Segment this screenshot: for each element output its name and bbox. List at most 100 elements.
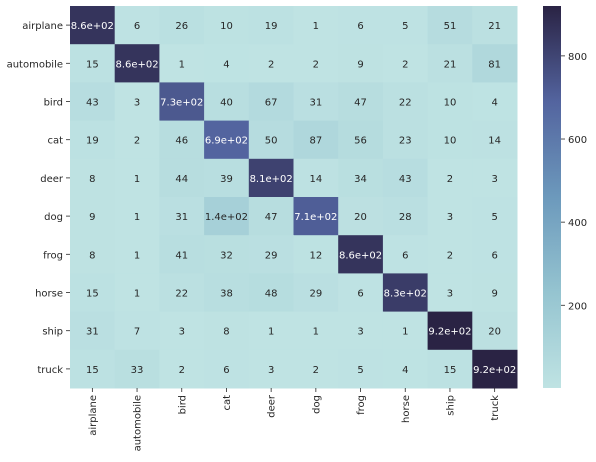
cell-value-label: 46 — [175, 136, 188, 147]
x-tick-label: bird — [177, 395, 188, 414]
cell-value-label: 51 — [444, 21, 457, 32]
cell-value-label: 7.3e+02 — [160, 98, 203, 109]
cell-value-label: 22 — [399, 98, 412, 109]
heatmap-cell — [472, 6, 518, 45]
heatmap-cell — [248, 349, 294, 389]
x-tick-label: deer — [267, 394, 278, 418]
heatmap-cell — [427, 44, 473, 83]
heatmap-cell — [338, 273, 384, 313]
heatmap-cell — [70, 235, 116, 274]
cell-value-label: 1 — [134, 174, 140, 185]
cell-value-label: 10 — [220, 21, 233, 32]
cell-value-label: 14 — [488, 136, 501, 147]
heatmap-cell — [114, 158, 160, 198]
cell-value-label: 15 — [86, 59, 99, 70]
cell-value-label: 28 — [399, 212, 412, 223]
heatmap-cell — [293, 349, 339, 389]
cell-value-label: 50 — [265, 136, 278, 147]
heatmap-cell — [472, 273, 518, 313]
cell-value-label: 87 — [309, 136, 322, 147]
cell-value-label: 8.6e+02 — [71, 21, 114, 32]
heatmap-cell — [338, 82, 384, 122]
heatmap-cell — [248, 273, 294, 313]
heatmap-cell — [472, 197, 518, 236]
heatmap-cell — [472, 120, 518, 160]
cell-value-label: 9 — [491, 289, 497, 300]
cell-value-label: 20 — [354, 212, 367, 223]
heatmap-cell — [293, 82, 339, 122]
cell-value-label: 12 — [309, 250, 322, 261]
heatmap-cell — [382, 235, 429, 274]
heatmap-cell — [472, 158, 518, 198]
heatmap-cell — [427, 158, 473, 198]
cell-value-label: 47 — [354, 98, 367, 109]
heatmap-cell — [204, 273, 250, 313]
y-tick-label: deer — [40, 174, 64, 185]
cell-value-label: 8.3e+02 — [384, 289, 427, 300]
cell-value-label: 6 — [357, 289, 363, 300]
cell-value-label: 8.1e+02 — [250, 174, 293, 185]
cell-value-label: 3 — [268, 365, 274, 376]
y-tick-label: cat — [47, 136, 63, 147]
cell-value-label: 29 — [309, 289, 322, 300]
heatmap-cell — [248, 44, 294, 83]
heatmap-cell — [338, 235, 384, 274]
cell-value-label: 31 — [175, 212, 188, 223]
heatmap-cell — [472, 311, 518, 351]
cell-value-label: 5 — [357, 365, 363, 376]
heatmap-cell — [70, 197, 116, 236]
cell-value-label: 2 — [447, 250, 453, 261]
cell-value-label: 81 — [488, 59, 501, 70]
colorbar-tick-label: 200 — [568, 301, 587, 312]
cell-value-label: 1 — [179, 59, 185, 70]
heatmap-cell — [70, 311, 116, 351]
heatmap-cell — [70, 273, 116, 313]
heatmap-cell — [382, 349, 429, 389]
heatmap-cell — [293, 158, 339, 198]
heatmap-cell — [293, 6, 339, 45]
cell-value-label: 9 — [357, 59, 363, 70]
colorbar-tick-label: 600 — [568, 135, 587, 146]
heatmap-cell — [382, 197, 429, 236]
cell-value-label: 29 — [265, 250, 278, 261]
heatmap-cell — [70, 82, 116, 122]
heatmap-cell — [427, 311, 473, 351]
colorbar-tick-label: 800 — [568, 52, 587, 63]
colorbar: 200 400 600 800 — [543, 6, 587, 388]
heatmap-cell — [114, 120, 160, 160]
x-tick-label: frog — [356, 395, 367, 415]
x-tick-label: dog — [311, 395, 322, 414]
heatmap-cell — [293, 120, 339, 160]
heatmap-cell — [382, 6, 429, 45]
heatmap-cell — [70, 6, 116, 45]
heatmap-cell — [427, 349, 473, 389]
heatmap-cell — [114, 44, 160, 83]
heatmap-cell — [248, 82, 294, 122]
cell-value-label: 19 — [265, 21, 278, 32]
heatmap-cell — [472, 44, 518, 83]
heatmap-cell — [159, 6, 205, 45]
cell-value-label: 6 — [402, 250, 408, 261]
heatmap-cell — [293, 235, 339, 274]
cell-value-label: 3 — [134, 98, 140, 109]
heatmap-cell — [114, 235, 160, 274]
heatmap-cell — [159, 235, 205, 274]
heatmap-cell — [114, 82, 160, 122]
cell-value-label: 1 — [402, 327, 408, 338]
cell-value-label: 7 — [134, 327, 140, 338]
cell-value-label: 9.2e+02 — [473, 365, 516, 376]
y-tick-label: frog — [43, 250, 63, 261]
heatmap-cell — [293, 197, 339, 236]
cell-value-label: 31 — [309, 98, 322, 109]
heatmap-cell — [427, 6, 473, 45]
cell-value-label: 6 — [134, 21, 140, 32]
cell-value-label: 4 — [223, 59, 229, 70]
heatmap-cell — [159, 349, 205, 389]
heatmap-cell — [338, 197, 384, 236]
cell-value-label: 56 — [354, 136, 367, 147]
cell-value-label: 2 — [447, 174, 453, 185]
cell-value-label: 9 — [89, 212, 95, 223]
y-tick-label: bird — [44, 98, 63, 109]
heatmap-cell — [204, 158, 250, 198]
